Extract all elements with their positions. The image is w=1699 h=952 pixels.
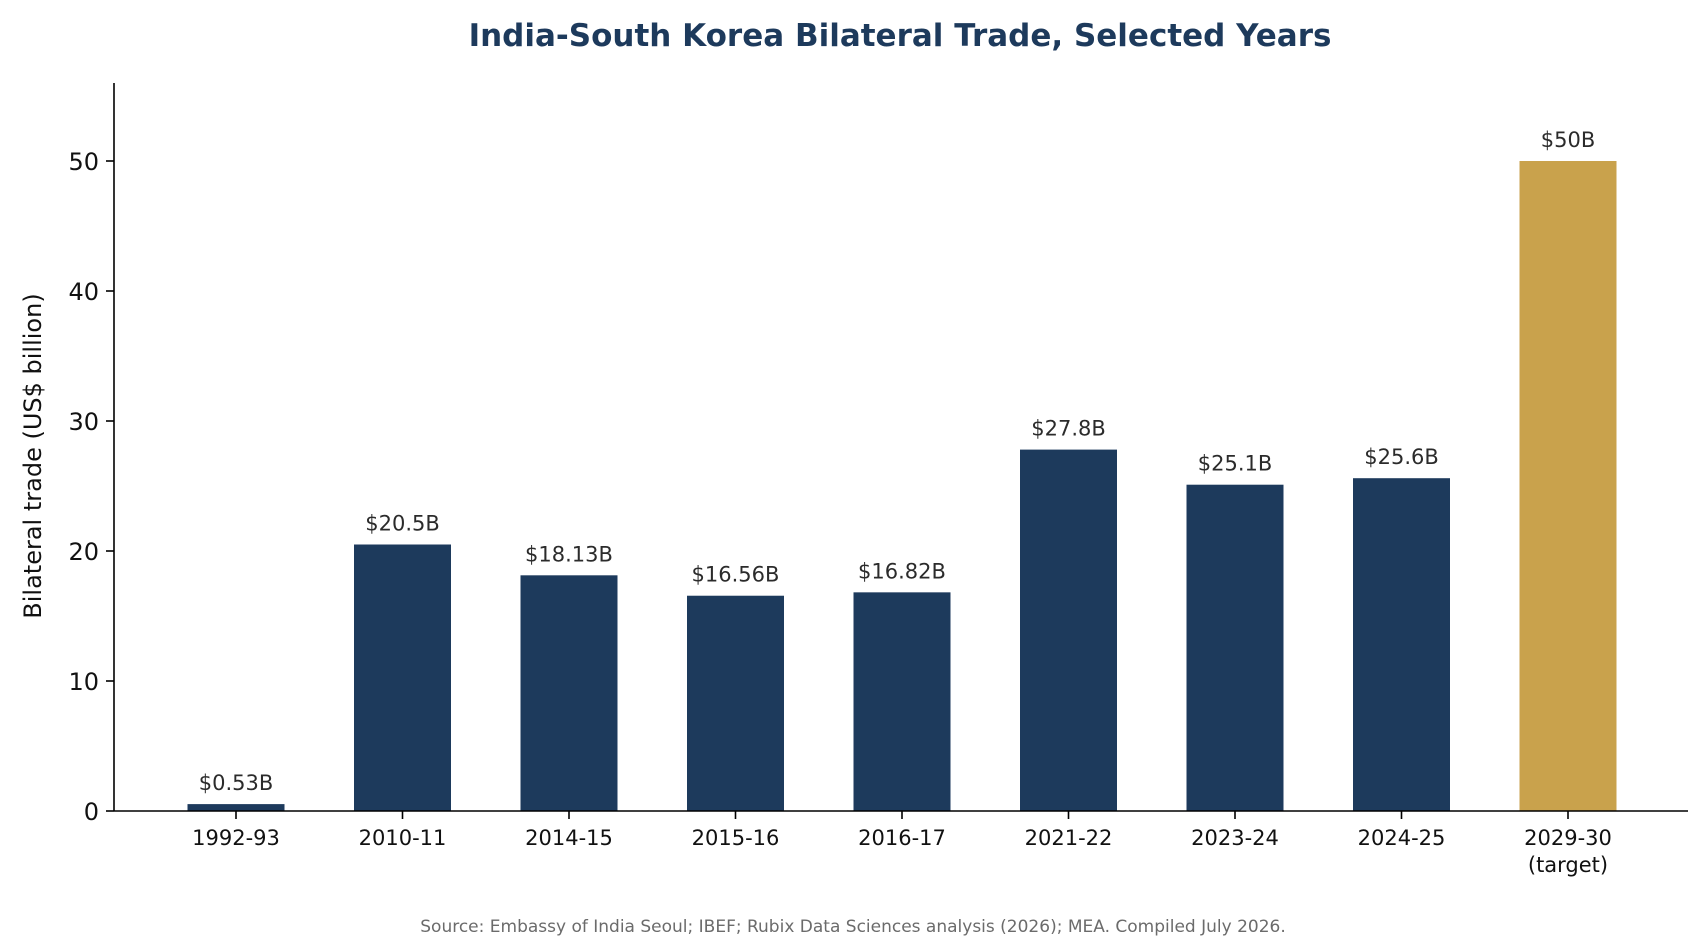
x-tick-label: 2016-17 (858, 826, 946, 850)
y-tick-label: 30 (68, 408, 99, 436)
y-tick-label: 40 (68, 278, 99, 306)
chart-title: India-South Korea Bilateral Trade, Selec… (469, 18, 1332, 54)
x-tick-label: 2015-16 (692, 826, 780, 850)
data-label: $0.53B (199, 771, 274, 795)
bar (853, 592, 951, 811)
bar (1020, 449, 1117, 811)
source-note: Source: Embassy of India Seoul; IBEF; Ru… (420, 917, 1286, 937)
data-label: $25.1B (1198, 452, 1273, 476)
x-tick-label: 2023-24 (1191, 826, 1279, 850)
bar (1353, 478, 1450, 811)
y-tick-label: 0 (84, 798, 99, 826)
y-tick-label: 20 (68, 538, 99, 566)
x-tick-label: (target) (1528, 853, 1608, 877)
x-tick-label: 2024-25 (1358, 826, 1446, 850)
y-tick-label: 50 (68, 148, 99, 176)
data-label: $27.8B (1031, 417, 1106, 441)
bar (187, 804, 285, 811)
bar (1186, 484, 1284, 811)
x-tick-label: 2014-15 (525, 826, 613, 850)
plot-area: 0 10 20 30 40 50 $0.53B 1992-93 $20.5B 2010-11 $18… (68, 128, 1617, 877)
x-tick-label: 2029-30 (1524, 826, 1612, 850)
bar (520, 575, 618, 811)
data-label: $50B (1541, 128, 1596, 152)
y-tick-label: 10 (68, 668, 99, 696)
bar (687, 595, 784, 811)
data-label: $25.6B (1364, 445, 1439, 469)
x-tick-label: 1992-93 (192, 826, 280, 850)
y-axis-label: Bilateral trade (US$ billion) (19, 293, 47, 618)
x-tick-label: 2021-22 (1025, 826, 1113, 850)
data-label: $18.13B (525, 542, 613, 566)
data-label: $16.56B (692, 563, 780, 587)
bar (1519, 161, 1617, 811)
data-label: $16.82B (858, 559, 946, 583)
data-label: $20.5B (365, 512, 440, 536)
bar (354, 544, 451, 811)
x-tick-label: 2010-11 (359, 826, 447, 850)
